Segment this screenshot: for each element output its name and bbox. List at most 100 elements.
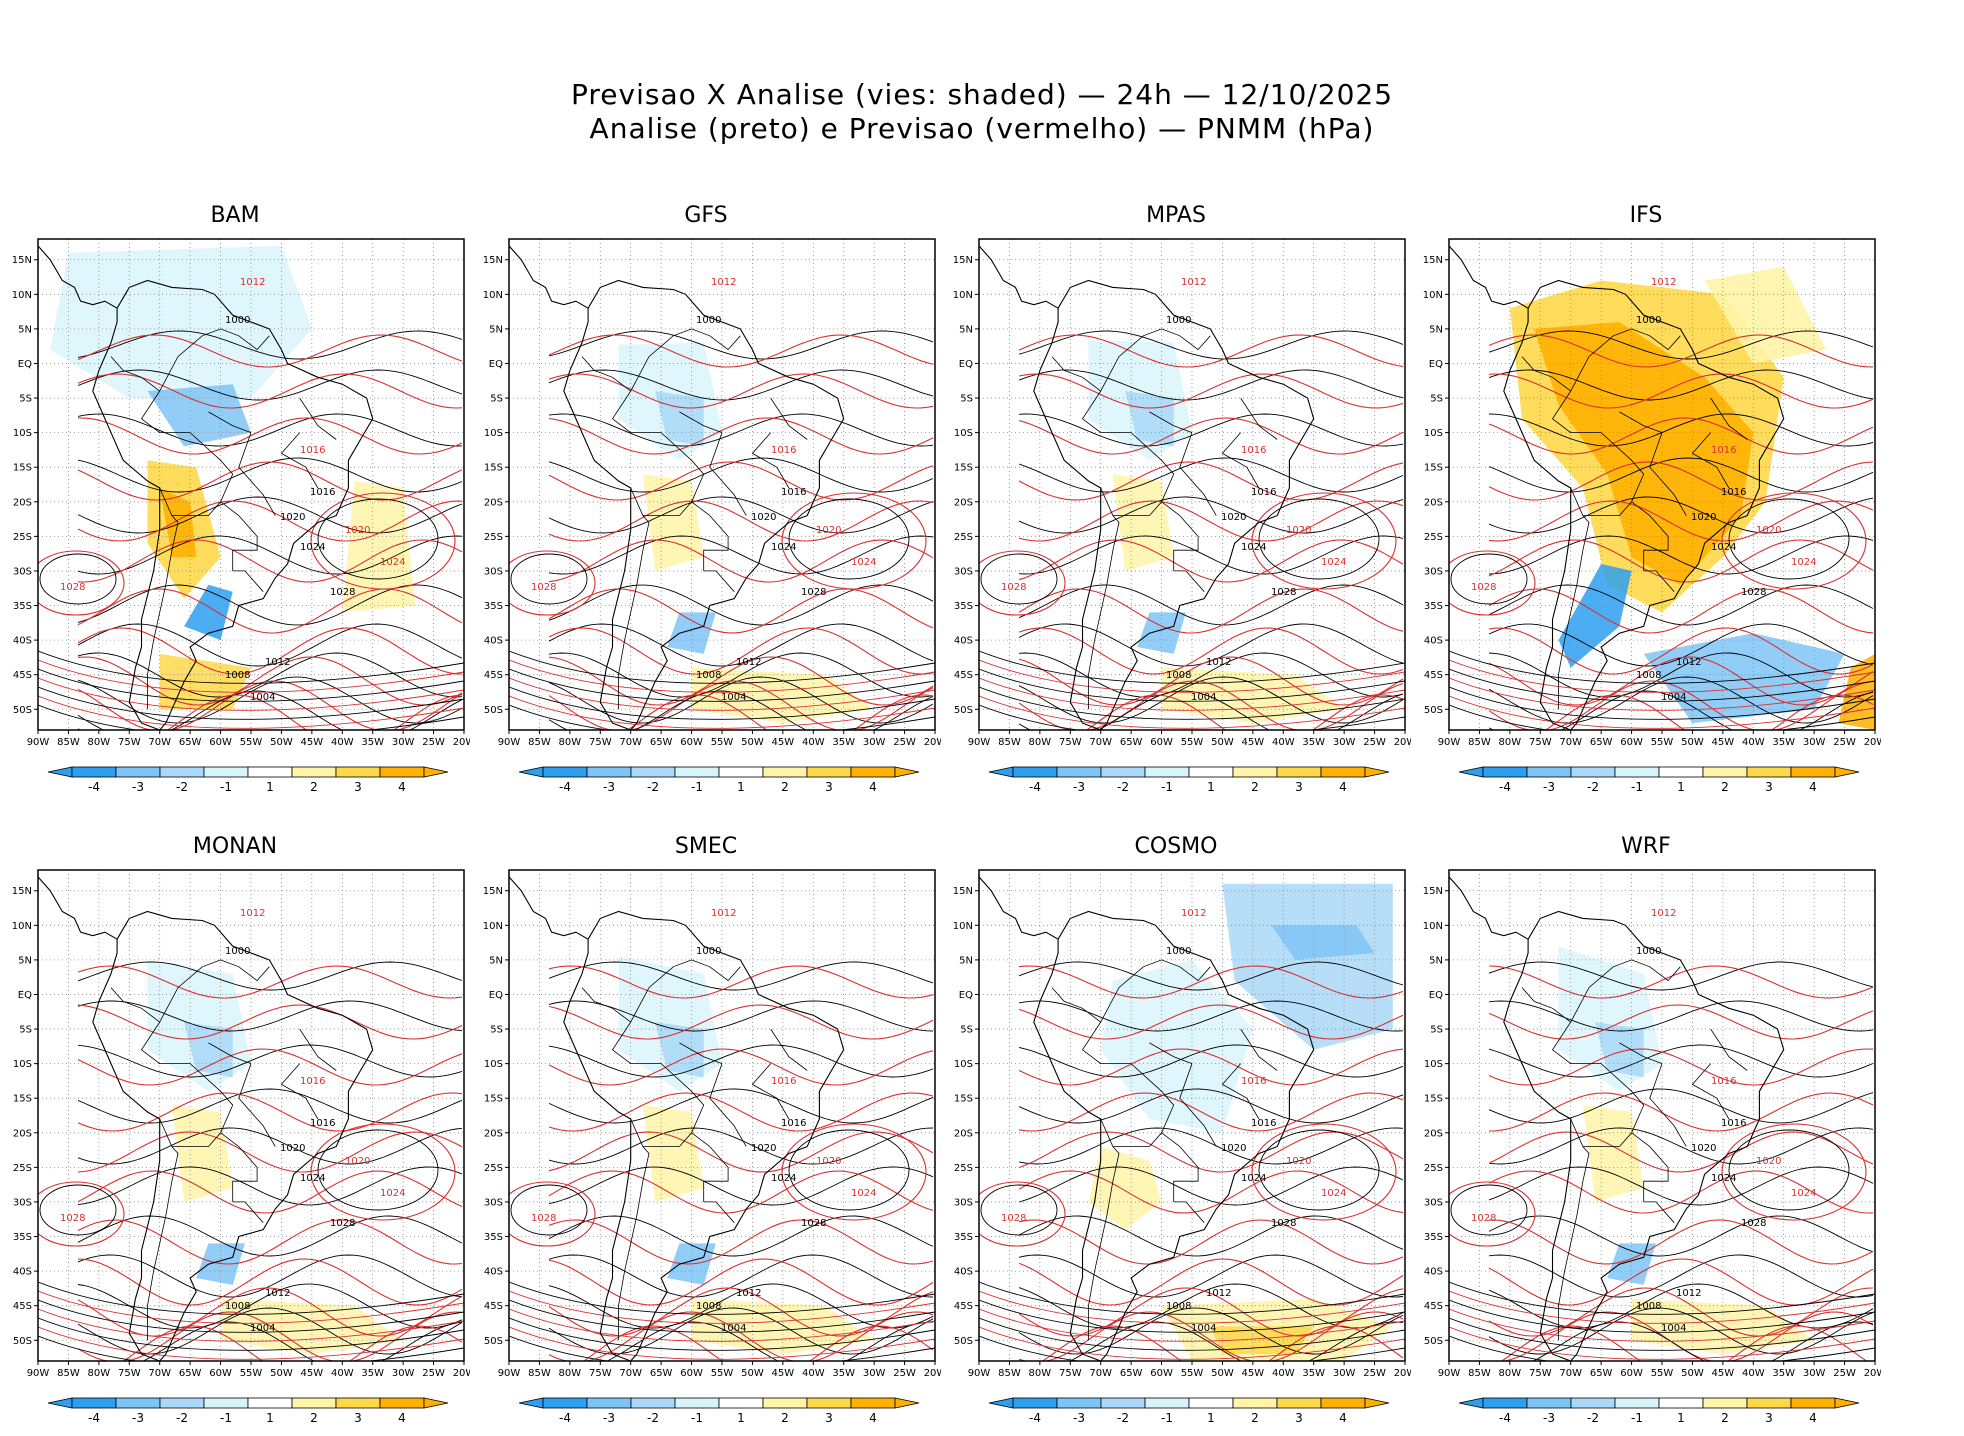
lon-tick-label: 50W xyxy=(270,1368,293,1379)
forecast-isobar-label: 1012 xyxy=(1181,277,1206,288)
lon-tick-label: 85W xyxy=(57,1368,80,1379)
analysis-isobar-label: 1000 xyxy=(1166,946,1191,957)
lon-tick-label: 70W xyxy=(1089,737,1112,748)
lon-tick-label: 50W xyxy=(741,1368,764,1379)
colorbar-label: -1 xyxy=(220,1411,232,1425)
model-panel-mpas: MPAS 1028 1024 1020 1016 1012 1008 1004 1000 1012… xyxy=(941,195,1411,795)
coastlines xyxy=(1449,876,1785,1361)
analysis-isobar-label: 1020 xyxy=(1691,1143,1716,1154)
lon-tick-label: 55W xyxy=(240,737,263,748)
lon-tick-label: 85W xyxy=(998,737,1021,748)
lat-tick-label: 30S xyxy=(484,566,503,577)
axis-labels: 90W 85W 80W 75W 70W 65W 60W 55W 50W 45W 40W 35W 30W 2… xyxy=(953,255,1411,748)
forecast-isobar-label: 1016 xyxy=(1711,1076,1736,1087)
analysis-isobar-label: 1020 xyxy=(1691,512,1716,523)
panel-title: GFS xyxy=(684,203,728,228)
lat-tick-label: 5S xyxy=(490,1025,503,1036)
forecast-isobar-label: 1016 xyxy=(1241,1076,1266,1087)
colorbar-label: 1 xyxy=(1207,1411,1215,1425)
forecast-isobar-label: 1012 xyxy=(1181,908,1206,919)
colorbar-label: -3 xyxy=(1073,780,1085,794)
bias-colorbar: -4 -3 -2 -1 1 2 3 4 xyxy=(1458,766,1860,794)
lat-tick-label: 15S xyxy=(954,1094,973,1105)
colorbar-label: -4 xyxy=(559,1411,571,1425)
lat-tick-label: 35S xyxy=(954,1232,973,1243)
lon-tick-label: 85W xyxy=(998,1368,1021,1379)
lat-tick-label: 40S xyxy=(484,1267,503,1278)
forecast-isobar-label: 1016 xyxy=(771,445,796,456)
lon-tick-label: 80W xyxy=(1029,1368,1052,1379)
forecast-isobar-label: 1028 xyxy=(531,582,556,593)
colorbar-label: 3 xyxy=(1295,1411,1303,1425)
lat-tick-label: 20S xyxy=(13,497,32,508)
lon-tick-label: 65W xyxy=(1120,737,1143,748)
panel-title: BAM xyxy=(210,203,260,228)
lon-tick-label: 90W xyxy=(27,1368,50,1379)
analysis-isobar-label: 1016 xyxy=(310,487,335,498)
lon-tick-label: 40W xyxy=(802,1368,825,1379)
lat-tick-label: 30S xyxy=(1424,1197,1443,1208)
lon-tick-label: 80W xyxy=(1499,737,1522,748)
analysis-isobar-label: 1020 xyxy=(751,1143,776,1154)
analysis-isobar-label: 1020 xyxy=(751,512,776,523)
analysis-isobar-label: 1004 xyxy=(1191,692,1216,703)
forecast-isobar-label: 1020 xyxy=(1286,525,1311,536)
lon-tick-label: 65W xyxy=(179,737,202,748)
lon-tick-label: 75W xyxy=(589,737,612,748)
lat-tick-label: EQ xyxy=(959,990,973,1001)
analysis-isobar-label: 1000 xyxy=(1166,315,1191,326)
lat-tick-label: 45S xyxy=(13,670,32,681)
lon-tick-label: 55W xyxy=(711,737,734,748)
lat-tick-label: 45S xyxy=(1424,1301,1443,1312)
analysis-isobar-label: 1012 xyxy=(265,1288,290,1299)
lat-tick-label: 40S xyxy=(1424,636,1443,647)
lat-tick-label: 35S xyxy=(13,601,32,612)
lat-tick-label: 10N xyxy=(483,921,503,932)
model-panel-monan: MONAN 1028 1024 1020 1016 1012 1008 1004 1000 101… xyxy=(0,826,470,1426)
colorbar-label: 2 xyxy=(310,1411,318,1425)
forecast-isobar-label: 1028 xyxy=(531,1213,556,1224)
analysis-isobar-label: 1000 xyxy=(696,315,721,326)
lat-tick-label: 25S xyxy=(954,532,973,543)
lon-tick-label: 35W xyxy=(1772,1368,1795,1379)
lat-tick-label: 10S xyxy=(13,428,32,439)
lon-tick-label: 75W xyxy=(589,1368,612,1379)
analysis-isobar-label: 1000 xyxy=(1636,946,1661,957)
analysis-isobar-label: 1024 xyxy=(300,542,325,553)
lat-tick-label: 5S xyxy=(1430,394,1443,405)
colorbar-label: -3 xyxy=(1073,1411,1085,1425)
lat-tick-label: 35S xyxy=(1424,1232,1443,1243)
axis-labels: 90W 85W 80W 75W 70W 65W 60W 55W 50W 45W 40W 35W 30W 2… xyxy=(1423,255,1881,748)
colorbar-label: 2 xyxy=(310,780,318,794)
analysis-isobar-label: 1008 xyxy=(1636,1301,1661,1312)
colorbar-label: 4 xyxy=(869,780,877,794)
lon-tick-label: 80W xyxy=(88,737,111,748)
panel-title: MONAN xyxy=(192,834,278,859)
lat-tick-label: 5N xyxy=(1429,955,1443,966)
lat-tick-label: 5S xyxy=(19,1025,32,1036)
model-panel-cosmo: COSMO 1028 1024 1020 1016 1012 1008 1004 1000 101… xyxy=(941,826,1411,1426)
coastlines xyxy=(38,876,374,1361)
model-panel-smec: SMEC 1028 1024 1020 1016 1012 1008 1004 1000 1012… xyxy=(471,826,941,1426)
lat-tick-label: 5S xyxy=(960,394,973,405)
colorbar-label: 4 xyxy=(1809,1411,1817,1425)
lon-tick-label: 40W xyxy=(331,1368,354,1379)
lon-tick-label: 60W xyxy=(1620,737,1643,748)
analysis-isobar-label: 1028 xyxy=(1741,1218,1766,1229)
lat-tick-label: 10S xyxy=(1424,428,1443,439)
lat-tick-label: 10S xyxy=(954,1059,973,1070)
lon-tick-label: 50W xyxy=(741,737,764,748)
lat-tick-label: 10N xyxy=(12,921,32,932)
colorbar-label: 3 xyxy=(1765,780,1773,794)
lon-tick-label: 25W xyxy=(893,1368,916,1379)
lat-tick-label: 40S xyxy=(954,1267,973,1278)
figure-title-line2: Analise (preto) e Previsao (vermelho) — … xyxy=(589,112,1375,145)
lat-tick-label: EQ xyxy=(1429,990,1443,1001)
forecast-isobar-label: 1016 xyxy=(771,1076,796,1087)
lat-tick-label: 10N xyxy=(12,290,32,301)
